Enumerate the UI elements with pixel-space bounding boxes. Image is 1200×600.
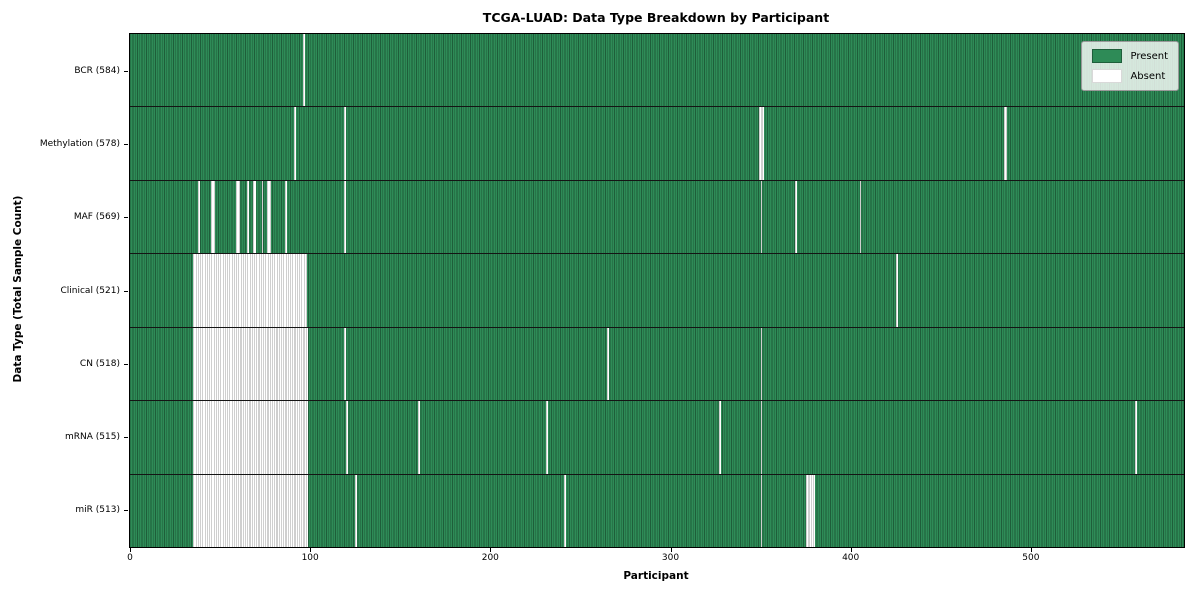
absent-segment bbox=[344, 327, 347, 401]
y-tick-label: CN (518) bbox=[79, 358, 120, 369]
absent-segment bbox=[193, 327, 309, 401]
y-tick-mark bbox=[124, 143, 128, 145]
x-tick-label: 500 bbox=[1022, 553, 1040, 563]
heatmap-row-bcr bbox=[130, 34, 1184, 108]
present-swatch-icon bbox=[1092, 49, 1123, 63]
absent-segment bbox=[760, 474, 763, 547]
absent-segment bbox=[546, 401, 548, 474]
absent-segment bbox=[193, 401, 309, 474]
absent-segment bbox=[198, 180, 201, 254]
absent-segment bbox=[1135, 401, 1138, 474]
heatmap-row-mir bbox=[130, 474, 1184, 547]
absent-segment bbox=[607, 327, 610, 401]
absent-segment bbox=[266, 180, 271, 254]
x-tick-mark bbox=[670, 547, 672, 552]
y-tick-mark bbox=[124, 510, 128, 512]
y-tick-mark bbox=[124, 70, 128, 72]
absent-segment bbox=[252, 180, 257, 254]
absent-segment bbox=[261, 180, 264, 254]
absent-segment bbox=[236, 180, 240, 254]
absent-segment bbox=[247, 180, 249, 254]
x-tick-mark bbox=[130, 547, 131, 552]
legend-item-absent: Absent bbox=[1092, 69, 1168, 83]
y-tick-label: mRNA (515) bbox=[65, 432, 120, 443]
absent-segment bbox=[344, 107, 347, 180]
y-tick-label: Clinical (521) bbox=[60, 285, 120, 296]
absent-segment bbox=[284, 180, 287, 254]
y-tick-mark bbox=[124, 217, 128, 219]
legend-present-label: Present bbox=[1130, 50, 1168, 62]
absent-segment bbox=[1003, 107, 1008, 180]
absent-segment bbox=[302, 34, 305, 107]
chart-title: TCGA-LUAD: Data Type Breakdown by Partic… bbox=[482, 10, 830, 25]
absent-segment bbox=[794, 180, 797, 254]
x-tick-label: 300 bbox=[661, 553, 680, 563]
x-axis-label: Participant bbox=[623, 570, 689, 582]
absent-segment bbox=[760, 180, 763, 254]
absent-swatch-icon bbox=[1092, 69, 1123, 83]
y-tick-mark bbox=[124, 363, 128, 365]
absent-segment bbox=[193, 474, 309, 547]
absent-segment bbox=[564, 474, 566, 547]
absent-segment bbox=[211, 180, 215, 254]
absent-segment bbox=[193, 254, 307, 327]
x-tick-label: 100 bbox=[301, 553, 319, 563]
absent-segment bbox=[805, 474, 815, 547]
plot-area: Present Absent bbox=[129, 33, 1185, 548]
absent-segment bbox=[760, 401, 763, 474]
heatmap-rows bbox=[130, 34, 1184, 547]
heatmap-row-clinical bbox=[130, 254, 1184, 328]
x-tick-mark bbox=[310, 547, 312, 552]
x-tick-label: 200 bbox=[481, 553, 499, 563]
legend-item-present: Present bbox=[1092, 49, 1168, 63]
absent-segment bbox=[418, 401, 421, 474]
x-tick-mark bbox=[850, 547, 852, 552]
y-tick-mark bbox=[124, 290, 128, 292]
absent-segment bbox=[355, 474, 357, 547]
absent-segment bbox=[293, 107, 296, 180]
absent-segment bbox=[344, 180, 347, 254]
heatmap-row-cn bbox=[130, 327, 1184, 402]
y-tick-label: BCR (584) bbox=[74, 65, 120, 76]
heatmap-row-methylation bbox=[130, 107, 1184, 181]
y-tick-label: Methylation (578) bbox=[39, 138, 120, 149]
x-tick-mark bbox=[1030, 547, 1032, 552]
heatmap-row-maf bbox=[130, 180, 1184, 255]
absent-segment bbox=[346, 401, 348, 474]
absent-segment bbox=[859, 180, 862, 254]
absent-segment bbox=[758, 107, 765, 180]
x-tick-mark bbox=[490, 547, 492, 552]
legend-absent-label: Absent bbox=[1130, 70, 1166, 82]
y-tick-mark bbox=[124, 437, 128, 439]
absent-segment bbox=[895, 254, 898, 327]
x-tick-label: 400 bbox=[842, 553, 860, 563]
y-tick-label: MAF (569) bbox=[73, 212, 120, 223]
heatmap-row-mrna bbox=[130, 401, 1184, 475]
y-tick-label: miR (513) bbox=[75, 505, 120, 516]
absent-segment bbox=[719, 401, 721, 474]
absent-segment bbox=[760, 327, 763, 401]
x-tick-label: 0 bbox=[127, 553, 133, 563]
legend: Present Absent bbox=[1081, 41, 1179, 91]
